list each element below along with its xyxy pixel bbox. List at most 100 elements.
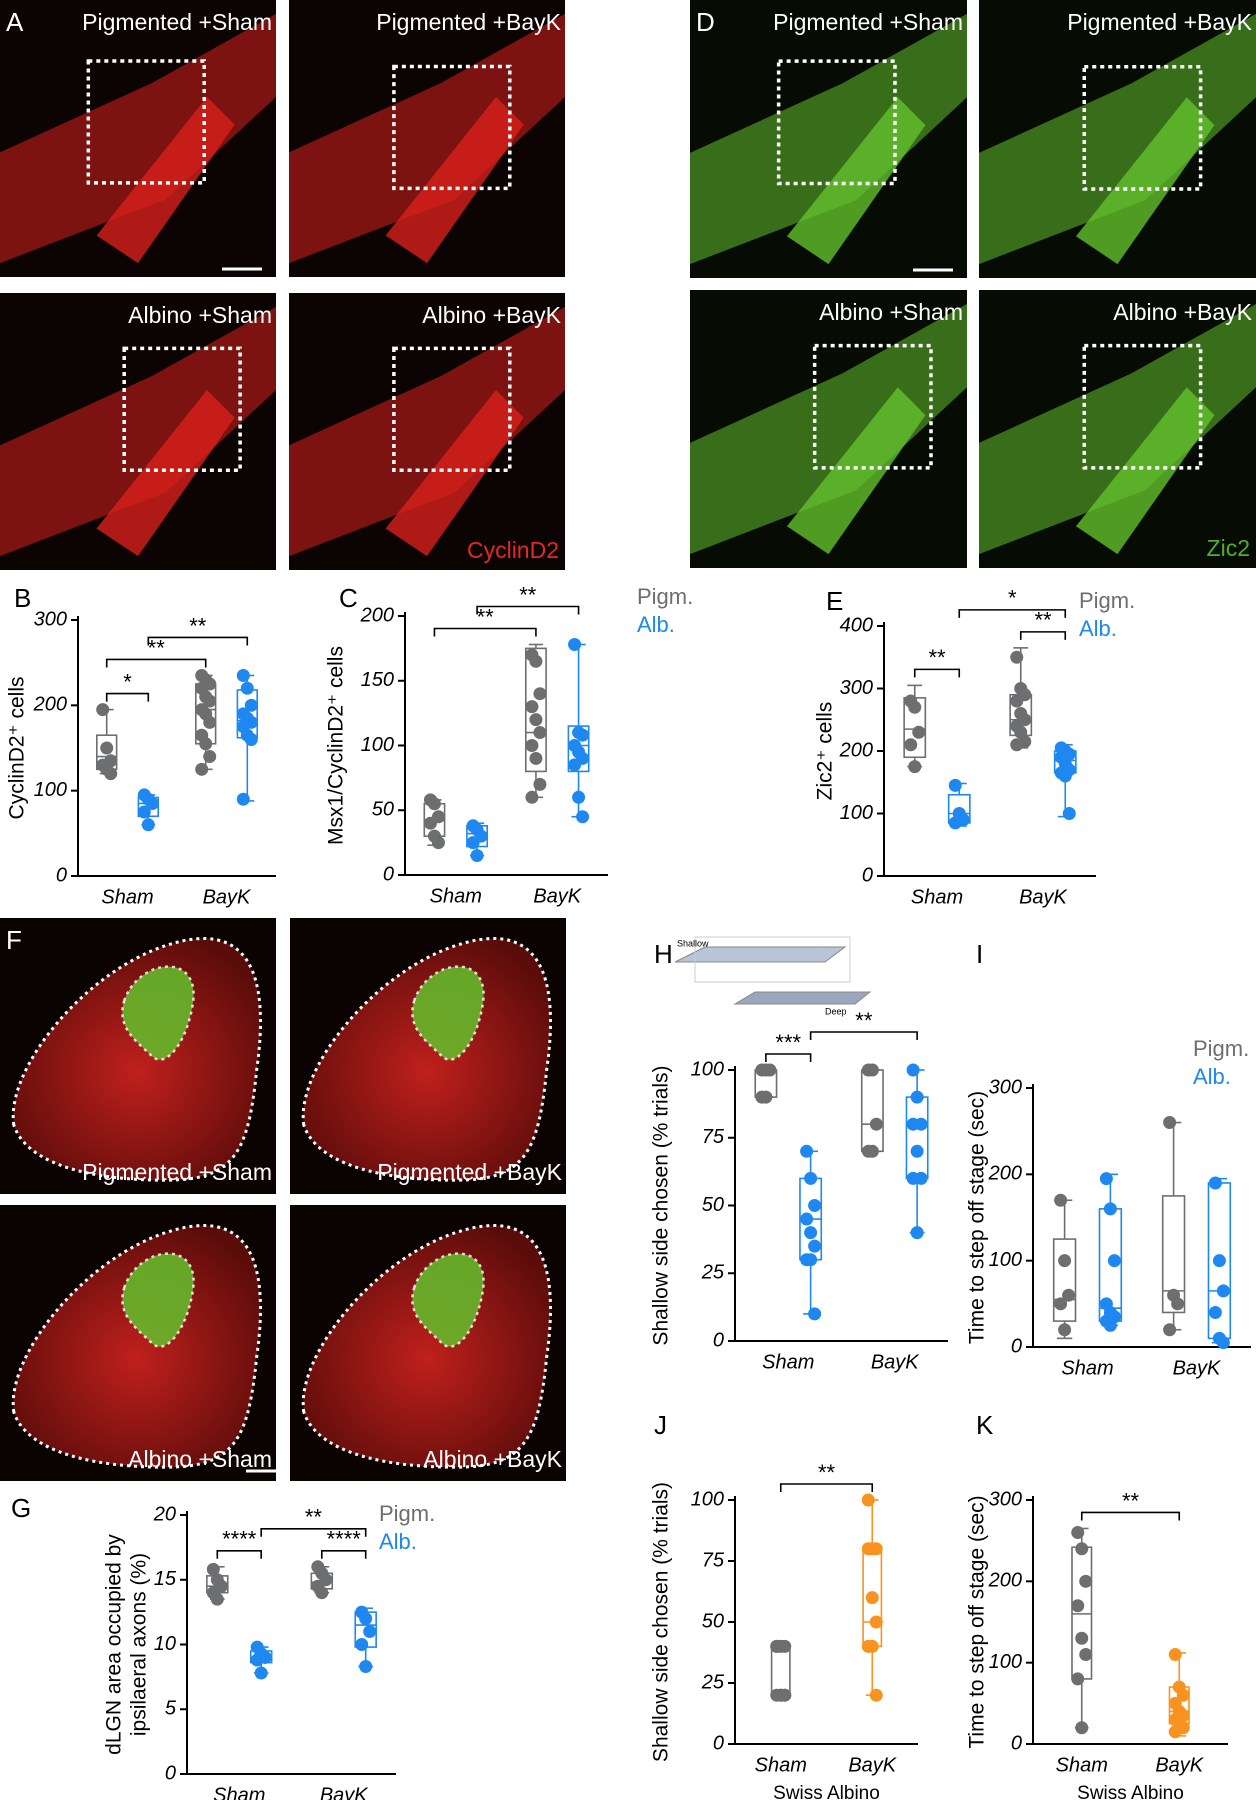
significance-label: **	[305, 1505, 323, 1530]
tile-label: Pigmented +BayK	[1067, 9, 1252, 35]
y-tick-label: 5	[165, 1698, 177, 1720]
data-point	[1168, 1725, 1182, 1739]
data-point	[470, 849, 484, 863]
y-tick-label: 200	[988, 1570, 1022, 1592]
y-tick-label: 100	[691, 1488, 724, 1510]
x-tick-label: Sham	[430, 885, 482, 907]
roi-box	[392, 346, 512, 473]
y-tick-label: 25	[701, 1262, 725, 1284]
legend-entry: Pigm.	[379, 1501, 435, 1526]
data-point	[906, 1171, 920, 1185]
data-point	[236, 668, 250, 682]
box	[860, 1069, 884, 1153]
significance-label: **	[1034, 608, 1052, 633]
inset-stage	[733, 991, 872, 1005]
y-tick-label: 100	[34, 779, 67, 801]
x-tick-label: Sham	[755, 1754, 807, 1776]
tissue-band	[690, 303, 967, 555]
data-point	[908, 700, 922, 714]
data-point	[908, 760, 922, 774]
data-point	[865, 1639, 879, 1653]
y-tick-label: 100	[361, 734, 394, 756]
data-point	[1075, 1542, 1089, 1556]
significance-bracket	[260, 1528, 367, 1537]
significance-label: **	[855, 1008, 873, 1033]
legend-entry: Alb.	[1079, 616, 1117, 641]
y-tick-label: 200	[33, 694, 67, 716]
roi-box	[86, 59, 206, 185]
inset-label: Deep	[825, 1006, 847, 1016]
significance-label: **	[818, 1460, 836, 1485]
significance-label: **	[928, 645, 946, 670]
tissue-band	[1075, 387, 1215, 555]
data-point	[210, 1592, 224, 1606]
data-point	[804, 1171, 818, 1185]
data-point	[1103, 1202, 1117, 1216]
data-point	[1075, 1631, 1089, 1645]
y-axis-label: Zic2⁺ cells	[814, 702, 837, 801]
data-point	[1208, 1176, 1222, 1190]
data-point	[861, 1493, 875, 1507]
y-tick-label: 75	[702, 1126, 725, 1148]
data-point	[1062, 1288, 1076, 1302]
data-point	[529, 751, 543, 765]
data-point	[576, 728, 590, 742]
data-point	[1058, 1323, 1072, 1337]
y-tick-label: 300	[989, 1076, 1022, 1098]
ipsi-patch	[411, 1252, 485, 1348]
x-tick-label: Sham	[1061, 1357, 1113, 1379]
dlgn-outline	[301, 937, 552, 1182]
legend-entry: Alb.	[379, 1529, 417, 1554]
dlgn-outline	[11, 937, 262, 1182]
y-tick-label: 100	[840, 802, 873, 824]
box	[905, 1096, 929, 1180]
data-point	[203, 715, 217, 729]
data-point	[906, 1063, 920, 1077]
tissue-band	[1075, 97, 1215, 265]
tile-label: Albino +BayK	[1113, 299, 1252, 325]
tissue-band	[96, 96, 235, 264]
tissue-band	[690, 13, 967, 265]
data-point	[1062, 807, 1076, 820]
data-point	[100, 741, 114, 755]
x-axis-label: Swiss Albino	[773, 1783, 880, 1800]
y-tick-label: 0	[713, 1329, 724, 1351]
significance-label: **	[477, 604, 495, 629]
data-point	[359, 1660, 373, 1674]
tissue-band	[786, 97, 926, 265]
y-tick-label: 200	[360, 604, 394, 626]
data-point	[1071, 1672, 1085, 1686]
data-point	[1099, 1172, 1113, 1186]
data-point	[529, 713, 543, 727]
x-tick-label: BayK	[1019, 886, 1068, 908]
data-point	[804, 1226, 818, 1240]
y-axis-label: Time to step off stage (sec)	[966, 1495, 989, 1748]
box	[1161, 1195, 1186, 1314]
significance-label: *	[123, 669, 132, 694]
significance-bracket	[1019, 631, 1067, 640]
significance-bracket	[779, 1483, 874, 1492]
data-point	[912, 725, 926, 739]
data-point	[808, 1307, 822, 1321]
data-point	[910, 1144, 924, 1158]
panel-letter: I	[976, 939, 983, 969]
x-tick-label: BayK	[1173, 1357, 1222, 1379]
stain-label: CyclinD2	[467, 537, 559, 563]
data-point	[525, 790, 539, 804]
y-tick-label: 0	[383, 863, 394, 885]
data-point	[1103, 1318, 1117, 1332]
y-tick-label: 150	[361, 669, 394, 691]
data-point	[800, 1144, 814, 1158]
y-tick-label: 300	[989, 1488, 1022, 1510]
data-point	[865, 1591, 879, 1605]
significance-bracket	[433, 627, 537, 637]
y-tick-label: 0	[56, 864, 67, 886]
y-tick-label: 0	[1011, 1732, 1022, 1754]
panel-letter: C	[339, 583, 358, 613]
data-point	[236, 792, 250, 806]
data-point	[431, 836, 445, 850]
data-point	[800, 1212, 814, 1226]
data-point	[568, 637, 582, 651]
y-axis-label: Time to step off stage (sec)	[966, 1091, 989, 1344]
data-point	[533, 687, 547, 701]
